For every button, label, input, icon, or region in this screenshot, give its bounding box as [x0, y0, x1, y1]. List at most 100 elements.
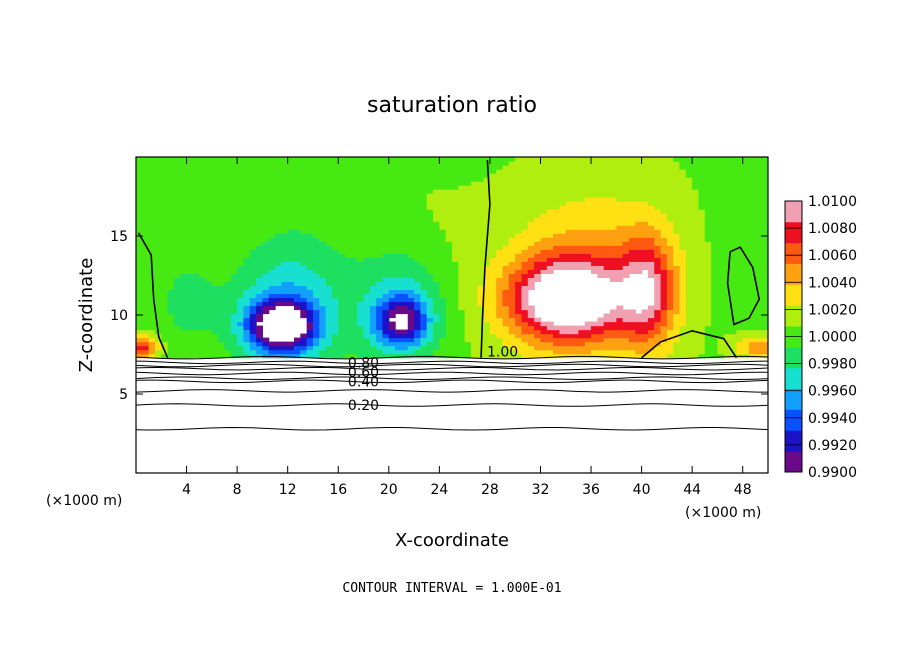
- heat-cell: [136, 165, 143, 170]
- heat-cell: [704, 345, 712, 351]
- heat-cell: [761, 269, 768, 274]
- heat-cell: [761, 317, 768, 323]
- heat-cell: [230, 229, 238, 234]
- heat-cell: [723, 321, 731, 327]
- contour-line: [136, 371, 768, 376]
- heat-cell: [496, 157, 504, 162]
- heat-cell: [426, 181, 434, 186]
- heat-cell: [224, 257, 232, 262]
- heat-cell: [230, 265, 238, 270]
- heat-cell: [300, 197, 308, 202]
- heat-cell: [388, 237, 396, 242]
- heat-cell: [420, 217, 428, 222]
- heat-cell: [445, 161, 453, 166]
- heat-cell: [540, 217, 548, 222]
- heat-cell: [275, 209, 282, 214]
- heat-cell: [578, 237, 586, 242]
- heat-cell: [723, 333, 731, 339]
- heat-cell: [407, 245, 415, 250]
- heat-cell: [483, 185, 491, 190]
- heat-cell: [527, 237, 535, 242]
- heat-cell: [218, 245, 226, 250]
- heat-cell: [154, 353, 162, 359]
- heat-cell: [142, 201, 150, 206]
- heat-cell: [256, 161, 263, 166]
- heat-cell: [414, 281, 421, 287]
- heat-cell: [199, 241, 207, 246]
- heat-cell: [230, 201, 238, 206]
- heat-cell: [603, 349, 611, 355]
- heat-cell: [584, 185, 592, 190]
- heat-cell: [489, 301, 497, 307]
- heat-cell: [414, 173, 421, 178]
- heat-cell: [433, 261, 440, 266]
- heat-cell: [597, 177, 605, 182]
- heat-cell: [546, 233, 554, 238]
- heat-cell: [388, 273, 396, 278]
- heat-cell: [388, 277, 396, 283]
- heat-cell: [584, 325, 592, 331]
- heat-cell: [578, 217, 586, 222]
- heat-cell: [685, 257, 693, 262]
- heat-cell: [230, 225, 238, 230]
- heat-cell: [142, 185, 150, 190]
- heat-cell: [749, 225, 756, 230]
- heat-cell: [205, 261, 213, 266]
- heat-cell: [736, 281, 744, 287]
- heat-cell: [483, 181, 491, 186]
- heat-cell: [243, 249, 251, 254]
- heat-cell: [211, 325, 219, 331]
- heat-cell: [445, 301, 453, 307]
- heat-cell: [186, 333, 194, 339]
- heat-cell: [249, 197, 257, 202]
- heat-cell: [464, 189, 472, 194]
- heat-cell: [445, 305, 453, 311]
- heat-cell: [666, 265, 674, 270]
- heat-cell: [306, 225, 314, 230]
- heat-cell: [761, 189, 768, 194]
- heat-cell: [622, 181, 630, 186]
- heat-cell: [192, 273, 200, 278]
- heat-cell: [496, 337, 504, 343]
- heat-cell: [401, 229, 409, 234]
- heat-cell: [452, 165, 459, 170]
- heat-cell: [439, 233, 447, 238]
- heat-cell: [395, 269, 403, 274]
- heat-cell: [369, 313, 377, 319]
- heat-cell: [249, 177, 257, 182]
- heat-cell: [502, 181, 510, 186]
- heat-cell: [300, 281, 308, 287]
- heat-cell: [452, 237, 459, 242]
- heat-cell: [350, 253, 358, 258]
- heat-cell: [344, 345, 352, 351]
- heat-cell: [616, 265, 624, 270]
- heat-cell: [256, 301, 263, 307]
- heat-cell: [306, 353, 314, 359]
- heat-cell: [565, 341, 573, 347]
- heat-cell: [331, 297, 339, 303]
- heat-cell: [692, 289, 700, 295]
- heat-cell: [407, 337, 415, 343]
- heat-cell: [142, 205, 150, 210]
- heat-cell: [180, 185, 188, 190]
- heat-cell: [167, 341, 175, 347]
- heat-cell: [628, 257, 636, 262]
- heat-cell: [205, 293, 213, 299]
- heat-cell: [685, 273, 693, 278]
- heat-cell: [388, 193, 396, 198]
- heat-cell: [546, 181, 554, 186]
- heat-cell: [161, 309, 169, 315]
- heat-cell: [230, 185, 238, 190]
- heat-cell: [761, 161, 768, 166]
- heat-cell: [161, 337, 169, 343]
- heat-cell: [230, 349, 238, 355]
- heat-cell: [553, 265, 561, 270]
- heat-cell: [407, 157, 415, 162]
- heat-cell: [306, 229, 314, 234]
- heat-cell: [508, 221, 516, 226]
- heat-cell: [136, 349, 143, 355]
- contour-label: 0.80: [348, 355, 379, 371]
- heat-cell: [647, 233, 655, 238]
- heat-cell: [527, 341, 535, 347]
- heat-cell: [704, 253, 712, 258]
